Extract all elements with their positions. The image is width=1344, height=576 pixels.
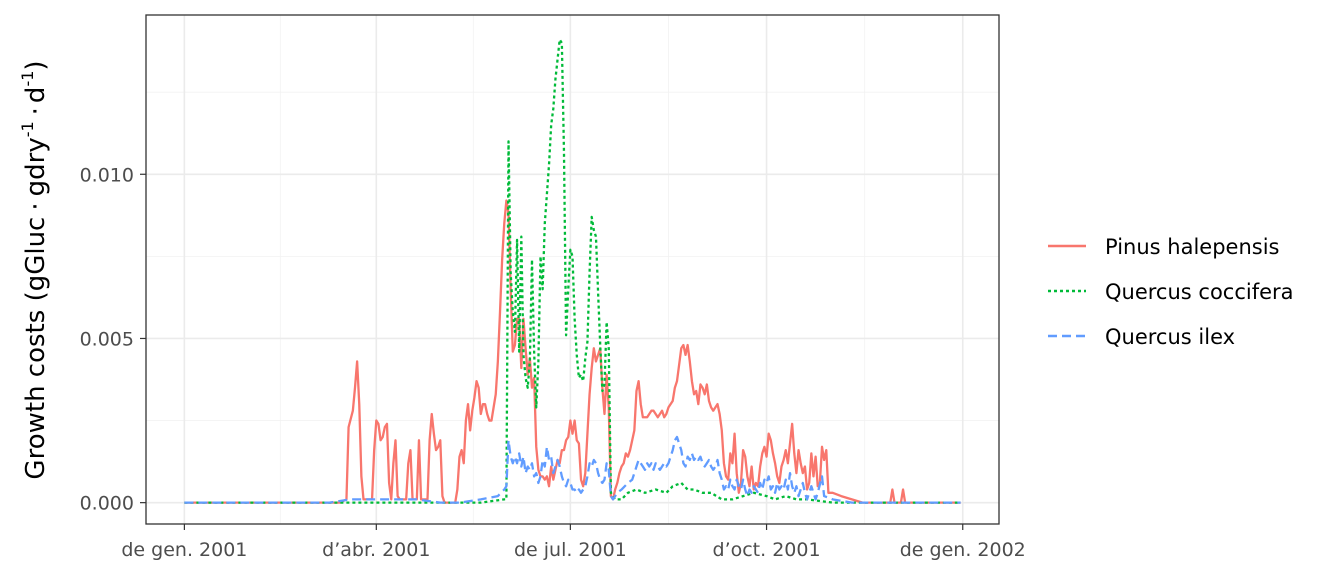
x-tick-label: de gen. 2002 xyxy=(900,539,1026,561)
legend-label-2: Quercus coccifera xyxy=(1105,280,1294,304)
y-tick-label: 0.000 xyxy=(80,493,134,515)
panel-border xyxy=(145,14,1000,525)
legend-label-3: Quercus ilex xyxy=(1105,325,1235,349)
series-line-3 xyxy=(184,435,961,504)
x-tick-label: d’abr. 2001 xyxy=(322,539,430,561)
y-tick-label: 0.005 xyxy=(80,328,134,350)
x-tick-label: de gen. 2001 xyxy=(121,539,247,561)
x-tick-label: de jul. 2001 xyxy=(514,539,627,561)
axes: 0.000 0.005 0.010 de gen. 2001 d’abr. 2001 de… xyxy=(80,164,1026,561)
series-lines xyxy=(184,38,961,504)
x-tick-label: d’oct. 2001 xyxy=(713,539,821,561)
legend-label-1: Pinus halepensis xyxy=(1105,235,1279,259)
series-line-2 xyxy=(184,38,961,504)
legend: Pinus halepensis Quercus coccifera Quercus… xyxy=(1048,235,1294,349)
y-tick-label: 0.010 xyxy=(80,164,134,186)
y-axis-title: Growth costs (gGluc·gdry-1·d-1) xyxy=(18,60,51,479)
